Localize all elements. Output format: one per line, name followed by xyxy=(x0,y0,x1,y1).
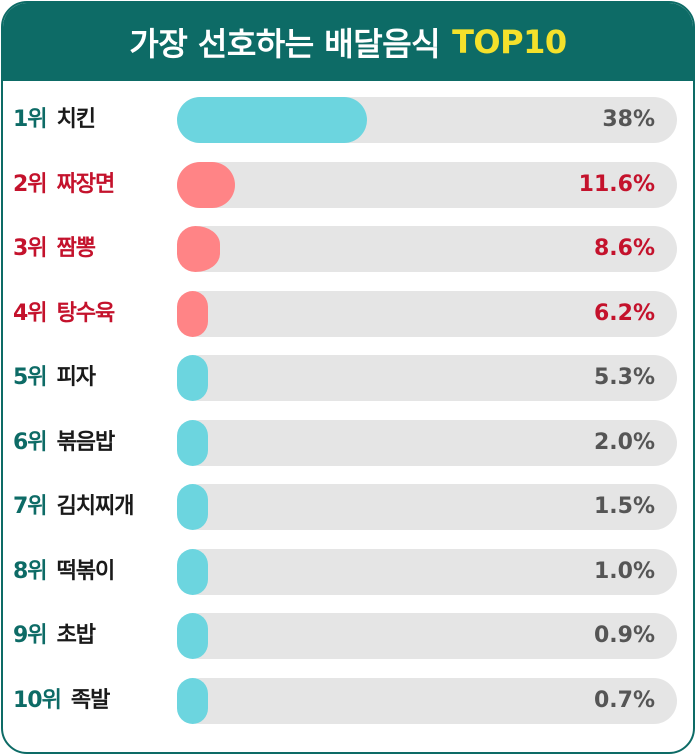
bar-fill xyxy=(177,419,209,466)
food-name: 피자 xyxy=(56,365,96,390)
rank-label: 4위 탕수육 xyxy=(13,291,116,337)
rank-label: 9위 초밥 xyxy=(13,613,96,659)
value-label: 2.0% xyxy=(593,429,655,455)
chart-title: 가장 선호하는 배달음식 TOP10 xyxy=(3,3,693,81)
food-name: 초밥 xyxy=(56,623,96,648)
rank-number: 10위 xyxy=(13,687,62,713)
rank-number: 1위 xyxy=(13,107,48,132)
food-name: 짬뽕 xyxy=(56,236,96,261)
bar-fill xyxy=(177,677,209,724)
rank-number: 3위 xyxy=(13,236,48,261)
value-label: 38% xyxy=(602,107,655,132)
rank-number: 9위 xyxy=(13,623,48,648)
bar-fill xyxy=(177,290,209,337)
bar-track xyxy=(177,677,677,724)
food-name: 김치찌개 xyxy=(56,494,135,519)
bar-fill xyxy=(177,613,209,659)
rank-label: 7위 김치찌개 xyxy=(13,484,135,530)
bar-track xyxy=(177,161,677,208)
bar-track xyxy=(177,613,677,659)
bar-fill xyxy=(177,97,367,143)
bar-row: 2위 짜장면 11.6% xyxy=(3,161,693,208)
value-label: 5.3% xyxy=(593,365,655,390)
bar-row: 9위 초밥 0.9% xyxy=(3,613,693,659)
food-name: 볶음밥 xyxy=(56,429,116,455)
bar-track xyxy=(177,548,677,595)
rank-number: 7위 xyxy=(13,494,48,519)
rank-label: 8위 떡볶이 xyxy=(13,549,116,595)
rank-number: 2위 xyxy=(13,171,48,197)
bar-track xyxy=(177,226,677,272)
rank-label: 5위 피자 xyxy=(13,355,96,401)
bar-track xyxy=(177,355,677,401)
value-label: 0.7% xyxy=(593,687,655,713)
bar-row: 5위 피자 5.3% xyxy=(3,355,693,401)
rank-label: 10위 족발 xyxy=(13,678,110,724)
chart-title-korean: 가장 선호하는 배달음식 xyxy=(129,25,441,63)
bar-fill xyxy=(177,161,235,208)
food-name: 탕수육 xyxy=(56,300,116,326)
bar-row: 3위 짬뽕 8.6% xyxy=(3,226,693,272)
bar-row: 4위 탕수육 6.2% xyxy=(3,290,693,337)
rank-label: 6위 볶음밥 xyxy=(13,420,116,466)
bar-track xyxy=(177,290,677,337)
value-label: 8.6% xyxy=(593,236,655,261)
value-label: 6.2% xyxy=(593,300,655,326)
value-label: 0.9% xyxy=(593,623,655,648)
rank-label: 2위 짜장면 xyxy=(13,162,116,208)
bar-fill xyxy=(177,355,209,401)
bar-row: 8위 떡볶이 1.0% xyxy=(3,548,693,595)
food-name: 치킨 xyxy=(56,107,96,132)
food-name: 떡볶이 xyxy=(56,558,116,584)
rank-number: 4위 xyxy=(13,300,48,326)
value-label: 11.6% xyxy=(578,171,655,197)
value-label: 1.5% xyxy=(593,494,655,519)
rank-label: 1위 치킨 xyxy=(13,97,96,143)
value-label: 1.0% xyxy=(593,558,655,584)
bar-fill xyxy=(177,226,220,272)
bar-track xyxy=(177,419,677,466)
bar-track xyxy=(177,484,677,530)
bar-row: 7위 김치찌개 1.5% xyxy=(3,484,693,530)
rank-number: 6위 xyxy=(13,429,48,455)
bar-row: 1위 치킨 38% xyxy=(3,97,693,143)
food-name: 짜장면 xyxy=(56,171,116,197)
bar-list: 1위 치킨 38% 2위 짜장면 11.6% 3위 짬뽕 8.6% 4위 탕수육 6.2% 5위 피자 5.… xyxy=(3,81,693,752)
rank-label: 3위 짬뽕 xyxy=(13,226,96,272)
bar-fill xyxy=(177,548,209,595)
bar-row: 6위 볶음밥 2.0% xyxy=(3,419,693,466)
rank-number: 8위 xyxy=(13,558,48,584)
bar-fill xyxy=(177,484,209,530)
food-name: 족발 xyxy=(70,687,110,713)
rank-number: 5위 xyxy=(13,365,48,390)
bar-row: 10위 족발 0.7% xyxy=(3,677,693,724)
chart-title-top10: TOP10 xyxy=(452,23,567,61)
